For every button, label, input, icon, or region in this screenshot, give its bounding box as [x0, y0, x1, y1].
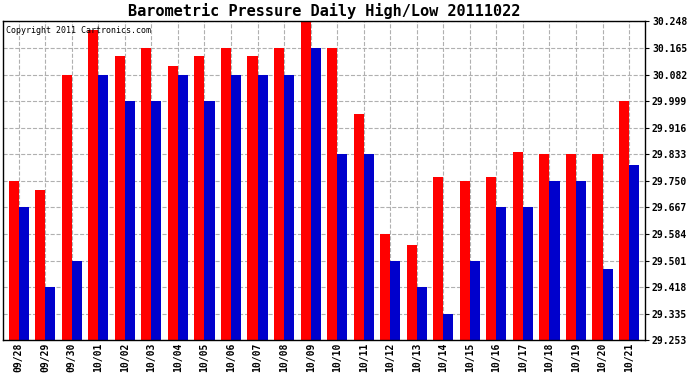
Bar: [98, 75, 108, 340]
Bar: [35, 190, 46, 340]
Bar: [540, 154, 549, 340]
Bar: [248, 56, 257, 340]
Bar: [337, 154, 347, 340]
Bar: [310, 48, 321, 340]
Bar: [61, 75, 72, 340]
Bar: [629, 165, 639, 340]
Bar: [115, 56, 125, 340]
Bar: [19, 207, 29, 340]
Bar: [284, 75, 294, 340]
Bar: [221, 48, 231, 340]
Bar: [406, 245, 417, 340]
Bar: [204, 101, 215, 340]
Bar: [380, 234, 391, 340]
Bar: [274, 48, 284, 340]
Text: Copyright 2011 Cartronics.com: Copyright 2011 Cartronics.com: [6, 26, 151, 35]
Bar: [178, 75, 188, 340]
Bar: [46, 287, 55, 340]
Bar: [8, 181, 19, 340]
Bar: [593, 154, 602, 340]
Bar: [470, 261, 480, 340]
Bar: [566, 154, 576, 340]
Title: Barometric Pressure Daily High/Low 20111022: Barometric Pressure Daily High/Low 20111…: [128, 3, 520, 19]
Bar: [364, 154, 374, 340]
Bar: [327, 48, 337, 340]
Bar: [619, 101, 629, 340]
Bar: [168, 66, 178, 340]
Bar: [301, 21, 310, 340]
Bar: [576, 181, 586, 340]
Bar: [257, 75, 268, 340]
Bar: [602, 269, 613, 340]
Bar: [460, 181, 470, 340]
Bar: [231, 75, 241, 340]
Bar: [444, 314, 453, 340]
Bar: [151, 101, 161, 340]
Bar: [391, 261, 400, 340]
Bar: [195, 56, 204, 340]
Bar: [72, 261, 82, 340]
Bar: [354, 114, 364, 340]
Bar: [486, 177, 496, 340]
Bar: [125, 101, 135, 340]
Bar: [88, 30, 98, 340]
Bar: [433, 177, 444, 340]
Bar: [496, 207, 506, 340]
Bar: [549, 181, 560, 340]
Bar: [141, 48, 151, 340]
Bar: [417, 287, 427, 340]
Bar: [513, 152, 523, 340]
Bar: [523, 207, 533, 340]
